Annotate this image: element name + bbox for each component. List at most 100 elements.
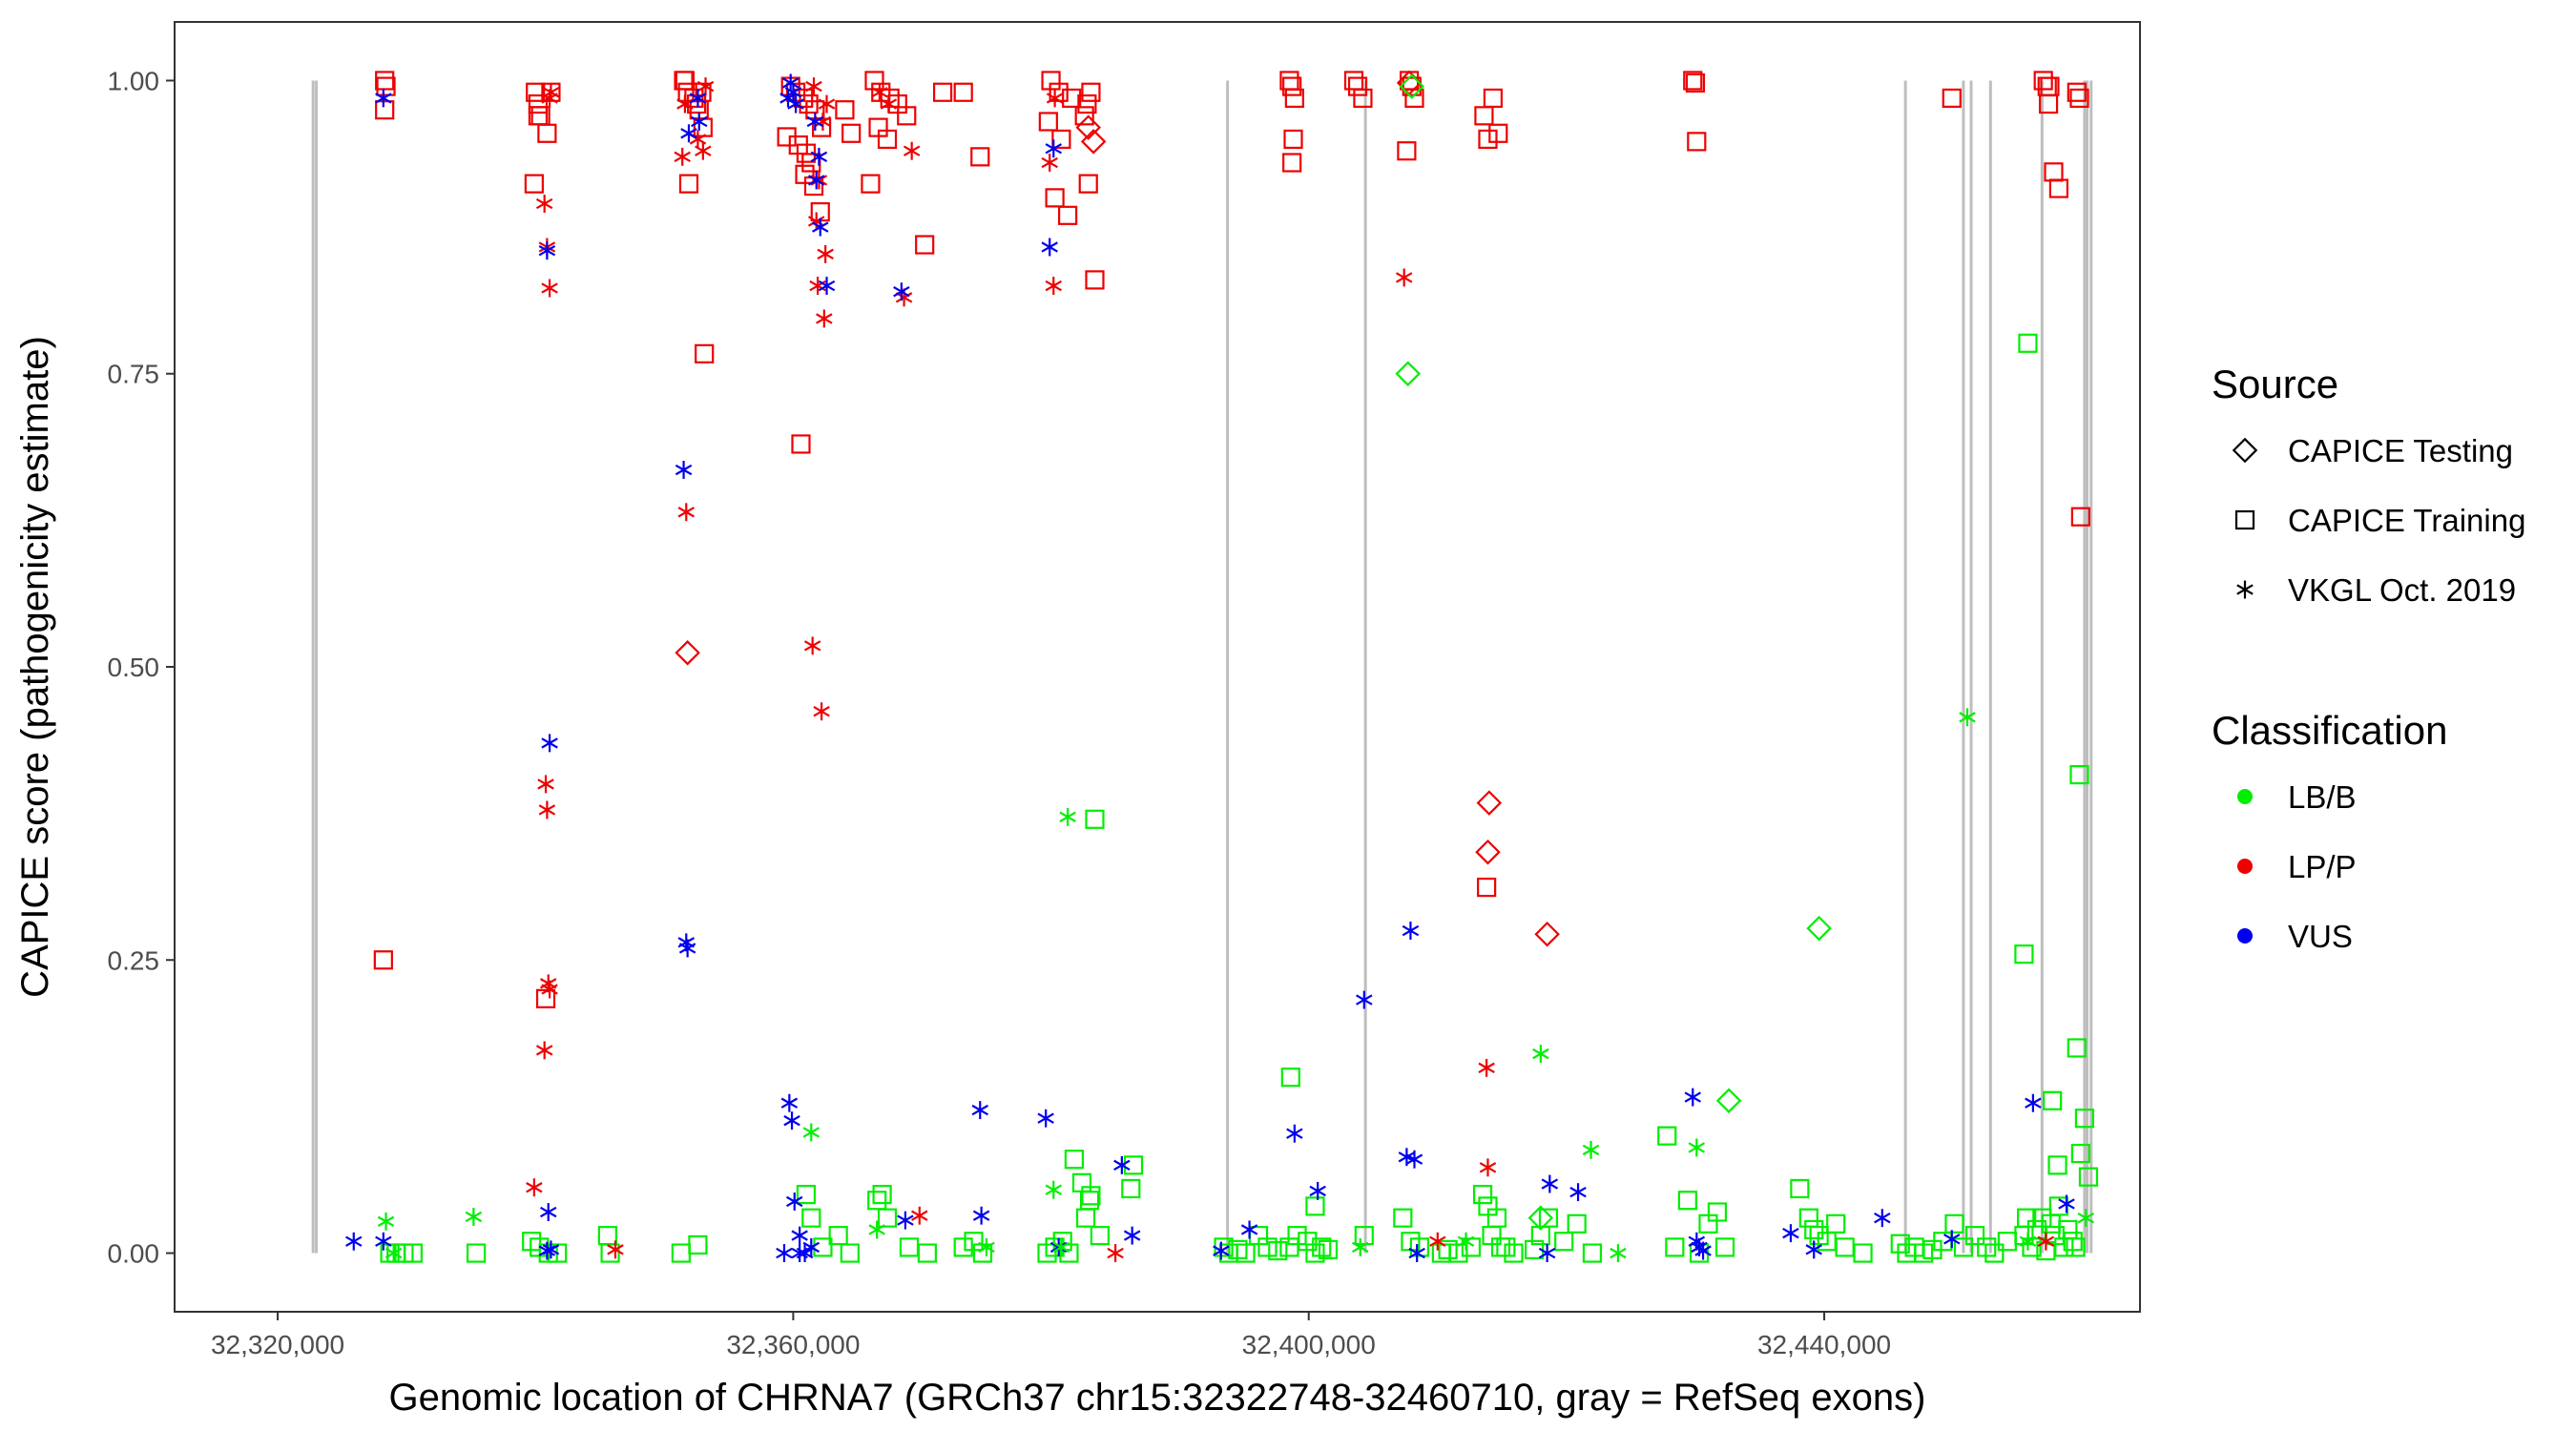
point-asterisk	[674, 147, 691, 166]
point-asterisk	[677, 503, 696, 522]
point-asterisk	[691, 113, 708, 131]
point-square	[877, 1208, 898, 1228]
point-asterisk	[1684, 1088, 1701, 1107]
point-asterisk	[1395, 268, 1413, 287]
point-asterisk	[535, 1041, 553, 1060]
point-square	[2078, 1167, 2099, 1187]
y-tick-label: 0.50	[108, 653, 160, 682]
y-tick-label: 0.25	[108, 945, 160, 975]
point-asterisk	[1352, 1237, 1369, 1256]
point-square	[1081, 1186, 1101, 1206]
point-square	[1077, 93, 1097, 114]
point-asterisk	[535, 195, 553, 213]
point-square	[1121, 1178, 1141, 1199]
point-square	[2067, 82, 2087, 102]
point-asterisk	[1805, 1240, 1822, 1259]
point-square	[2043, 1090, 2063, 1110]
point-asterisk	[538, 241, 556, 260]
point-square	[1123, 1155, 1144, 1175]
point-square	[1090, 1226, 1110, 1246]
point-asterisk	[1694, 1241, 1712, 1260]
point-asterisk	[972, 1206, 990, 1225]
point-asterisk	[787, 94, 804, 114]
legend-label-lpp: LP/P	[2288, 849, 2357, 884]
point-asterisk	[807, 171, 825, 190]
point-asterisk	[1405, 1150, 1423, 1169]
point-diamond	[1475, 839, 1501, 865]
point-square	[1312, 1237, 1332, 1257]
point-square	[1486, 1208, 1507, 1228]
point-asterisk	[1569, 1183, 1587, 1202]
point-square	[828, 1226, 848, 1246]
point-square	[2048, 178, 2068, 198]
point-square	[1085, 809, 1105, 829]
point-square	[867, 1191, 887, 1211]
point-asterisk	[1045, 139, 1062, 158]
point-square	[1683, 71, 1703, 91]
point-asterisk	[812, 218, 829, 237]
point-square	[1582, 1243, 1603, 1263]
point-square	[2070, 1143, 2090, 1164]
point-square	[376, 76, 396, 96]
point-square	[1953, 1237, 1974, 1257]
point-asterisk	[375, 89, 392, 108]
point-asterisk	[526, 1178, 543, 1197]
point-square	[897, 106, 917, 126]
point-asterisk	[1782, 1224, 1799, 1243]
point-square	[841, 123, 862, 143]
point-square	[1402, 76, 1422, 96]
legend-label-vkgl: VKGL Oct. 2019	[2288, 572, 2516, 608]
legend-label-capice-testing: CAPICE Testing	[2288, 433, 2513, 468]
point-asterisk	[871, 83, 888, 102]
point-asterisk	[895, 288, 913, 307]
point-square	[524, 174, 544, 194]
point-square	[1790, 1178, 1810, 1199]
point-asterisk	[1052, 1237, 1070, 1256]
point-square	[1798, 1208, 1818, 1228]
point-square	[2070, 507, 2090, 527]
point-diamond	[1476, 790, 1503, 816]
point-asterisk	[1541, 1174, 1559, 1193]
point-asterisk	[541, 980, 558, 999]
point-asterisk	[806, 113, 824, 131]
point-square	[1058, 205, 1078, 225]
point-square	[1448, 1243, 1468, 1263]
point-square	[953, 82, 973, 102]
point-square	[840, 1243, 860, 1263]
point-asterisk	[2025, 1093, 2042, 1112]
point-square	[2074, 1109, 2095, 1129]
point-square	[796, 1184, 817, 1205]
point-square	[2018, 333, 2038, 353]
point-asterisk	[791, 1244, 808, 1262]
point-asterisk	[1113, 1155, 1131, 1174]
point-asterisk	[1582, 1140, 1600, 1159]
point-square	[2067, 1038, 2087, 1058]
point-square	[2063, 1232, 2083, 1252]
point-square	[1477, 877, 1497, 898]
point-asterisk	[1610, 1244, 1627, 1262]
point-square	[1081, 82, 1101, 102]
point-square	[1078, 174, 1098, 194]
point-asterisk	[540, 1203, 557, 1221]
series-capice-training-lb-b	[380, 333, 2099, 1263]
series-capice-training-lp-p	[373, 71, 2090, 1008]
point-asterisk	[810, 171, 828, 190]
point-asterisk	[813, 702, 830, 721]
point-asterisk	[696, 77, 715, 96]
point-square	[813, 1237, 833, 1257]
point-square	[1685, 73, 1706, 93]
point-square	[1051, 129, 1071, 150]
point-asterisk	[377, 1212, 395, 1231]
point-diamond	[675, 639, 700, 666]
point-square	[528, 93, 549, 114]
point-square	[2033, 71, 2053, 91]
point-asterisk	[1045, 1180, 1062, 1199]
point-asterisk	[868, 1220, 885, 1239]
point-asterisk	[2077, 1209, 2094, 1228]
point-square	[1305, 1196, 1325, 1216]
series-vkgl-lp-p	[526, 77, 2055, 1262]
point-asterisk	[1041, 238, 1058, 257]
